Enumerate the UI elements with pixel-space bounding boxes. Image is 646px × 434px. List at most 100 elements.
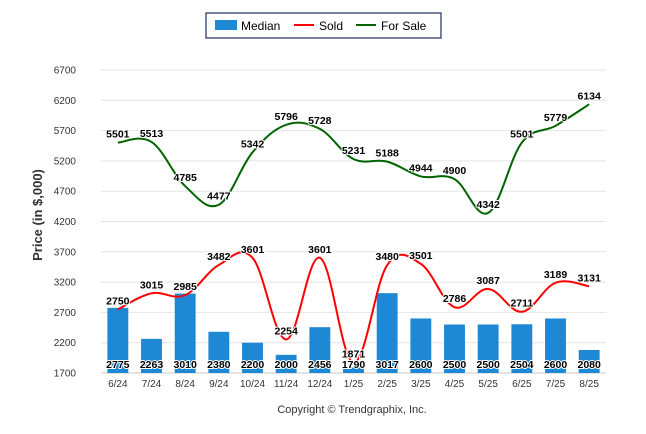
median-bar-label: 2504 [510,359,534,371]
median-bar-label: 2263 [140,359,164,371]
x-tick-label: 9/24 [209,379,229,390]
median-bar-label: 3017 [375,359,399,371]
for-sale-data-label: 5188 [375,148,399,160]
sold-data-label: 1871 [342,349,366,361]
median-bars [107,293,600,373]
copyright-footer: Copyright © Trendgraphix, Inc. [277,404,426,416]
x-tick-label: 10/24 [240,379,265,390]
median-bar [376,293,398,373]
sold-line [117,251,590,364]
for-sale-data-label: 4477 [207,191,231,203]
x-tick-label: 8/24 [175,379,195,390]
sold-data-label: 2786 [443,293,467,305]
median-bar [309,327,331,373]
median-bar-label: 2600 [544,359,568,371]
legend-label-median: Median [241,19,280,33]
series-lines [117,103,590,364]
for-sale-data-label: 5728 [308,115,332,127]
sold-data-label: 3480 [375,251,399,263]
median-bar-label: 2080 [577,359,601,371]
median-bar-label: 2500 [443,359,467,371]
x-tick-label: 6/24 [108,379,128,390]
median-bar-label: 2200 [241,359,265,371]
x-tick-label: 5/25 [478,379,498,390]
x-tick-label: 7/24 [142,379,162,390]
median-bar [174,293,196,373]
y-tick-label: 6700 [54,66,77,77]
legend-label-for-sale: For Sale [381,19,427,33]
x-tick-label: 2/25 [377,379,397,390]
sold-data-label: 2254 [274,325,298,337]
median-bar-label: 2775 [106,359,130,371]
x-tick-label: 12/24 [307,379,332,390]
median-bar [511,324,533,373]
for-sale-data-label: 4342 [476,199,500,211]
y-tick-label: 5200 [54,156,77,167]
y-axis-ticks: 1700 2200 2700 3200 3700 4200 4700 5200 5700 6200… [54,66,77,380]
median-bar-labels: 2775 2263 3010 2380 2200 2000 2456 1790 3017 2600… [105,358,602,372]
x-tick-label: 4/25 [445,379,465,390]
sold-data-label: 3087 [476,275,500,287]
for-sale-line [117,103,590,215]
y-tick-label: 2700 [54,308,77,319]
median-bar [107,307,129,373]
sold-data-label: 2985 [173,281,197,293]
sold-data-label: 2711 [510,298,533,310]
sold-data-label: 3482 [207,251,231,263]
for-sale-data-label: 5779 [544,112,568,124]
legend-box [205,12,442,39]
median-bar-label: 1790 [342,359,366,371]
x-axis-ticks: 6/24 7/24 8/24 9/24 10/24 11/24 12/24 1/25 2/25 3… [108,379,599,390]
for-sale-data-label: 4944 [409,162,433,174]
y-tick-label: 4200 [54,217,77,228]
x-tick-label: 11/24 [274,379,299,390]
median-bar [578,349,600,373]
for-sale-data-label: 4900 [443,165,467,177]
for-sale-data-label: 5231 [342,145,366,157]
sold-data-label: 3601 [308,244,332,256]
y-tick-label: 3200 [54,278,77,289]
median-bar [343,367,364,373]
sold-data-label: 2750 [106,295,130,307]
median-bar [444,324,465,373]
median-bar [545,318,566,373]
sold-data-label: 3601 [241,244,265,256]
sold-data-label: 3015 [140,279,164,291]
for-sale-data-label: 5796 [274,111,298,123]
median-bar-label: 2600 [409,359,433,371]
y-tick-label: 4700 [54,187,77,198]
median-bar [141,338,162,373]
sold-data-label: 3501 [409,250,433,262]
y-tick-label: 1700 [54,369,77,380]
y-tick-label: 3700 [54,247,77,258]
x-tick-label: 6/25 [512,379,532,390]
sold-data-label: 3189 [544,269,568,281]
for-sale-data-label: 5342 [241,138,265,150]
y-axis-title: Price (in $,000) [30,169,45,261]
for-sale-data-label: 6134 [577,90,601,102]
legend-label-sold: Sold [319,19,343,33]
median-bar-label: 2500 [476,359,500,371]
x-tick-label: 3/25 [411,379,431,390]
x-tick-label: 1/25 [344,379,364,390]
y-tick-label: 2200 [54,338,77,349]
line-data-labels: 2750 3015 2985 3482 3601 2254 3601 1871 3480 3501… [105,89,602,361]
median-bar [275,354,297,373]
for-sale-data-label: 4785 [173,172,197,184]
median-bar [242,342,263,373]
y-tick-label: 6200 [54,96,77,107]
median-bar [208,331,230,373]
median-bar-label: 2380 [207,359,231,371]
for-sale-data-label: 5501 [510,129,534,141]
y-tick-label: 5700 [54,126,77,137]
x-tick-label: 7/25 [546,379,566,390]
legend: Median Sold For Sale [205,12,442,39]
median-bar [410,318,432,373]
legend-swatch-median [215,20,237,30]
x-tick-label: 8/25 [579,379,599,390]
median-bar [477,324,499,373]
median-bar-label: 2456 [308,359,332,371]
for-sale-data-label: 5513 [140,128,164,140]
median-bar-label: 3010 [173,359,197,371]
